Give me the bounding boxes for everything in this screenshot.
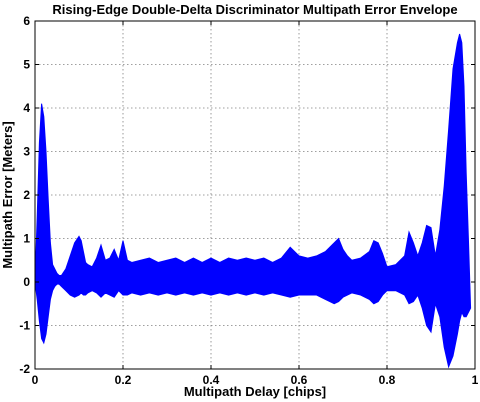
x-axis: 0 0.2 0.4 0.6 0.8 1 xyxy=(32,21,479,387)
y-tick-label: -2 xyxy=(19,362,30,376)
y-axis: -2 -1 0 1 2 3 4 5 6 xyxy=(19,14,475,376)
x-tick-label: 0.2 xyxy=(115,373,132,387)
y-tick-label: 2 xyxy=(23,188,30,202)
y-tick-label: 3 xyxy=(23,145,30,159)
x-tick-label: 0.8 xyxy=(379,373,396,387)
x-tick-label: 0.4 xyxy=(203,373,220,387)
y-tick-label: 4 xyxy=(23,101,30,115)
chart-title: Rising-Edge Double-Delta Discriminator M… xyxy=(52,2,457,17)
y-tick-label: 6 xyxy=(23,14,30,28)
plot-area xyxy=(34,33,472,369)
grid xyxy=(35,21,475,369)
x-tick-label: 0 xyxy=(32,373,39,387)
x-tick-label: 1 xyxy=(472,373,479,387)
y-axis-label: Multipath Error [Meters] xyxy=(0,121,15,268)
x-tick-label: 0.6 xyxy=(291,373,308,387)
y-tick-label: -1 xyxy=(19,319,30,333)
y-tick-label: 5 xyxy=(23,58,30,72)
x-axis-label: Multipath Delay [chips] xyxy=(184,384,326,399)
y-tick-label: 1 xyxy=(23,232,30,246)
y-tick-label: 0 xyxy=(23,275,30,289)
error-envelope-series xyxy=(34,33,472,369)
